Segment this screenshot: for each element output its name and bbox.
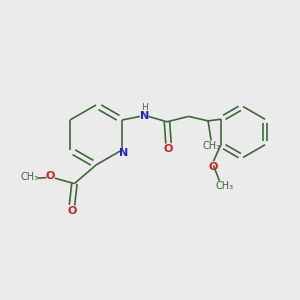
Text: N: N [119,148,128,158]
Text: N: N [140,111,149,121]
Text: O: O [67,206,77,216]
Text: CH₃: CH₃ [216,181,234,191]
Text: O: O [46,171,55,181]
Text: O: O [164,144,173,154]
Text: CH₃: CH₃ [20,172,38,182]
Text: O: O [209,162,218,172]
Text: H: H [141,103,148,112]
Text: CH₃: CH₃ [203,141,221,152]
